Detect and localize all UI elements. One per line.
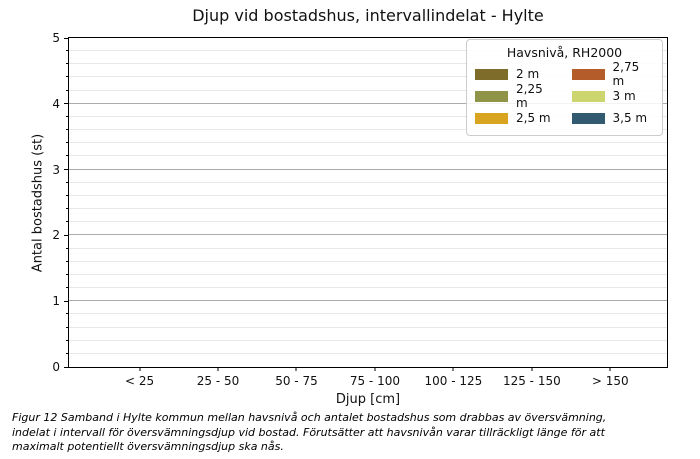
y-minor-tick: [66, 221, 69, 223]
minor-gridline: [69, 50, 667, 52]
minor-gridline: [69, 89, 667, 91]
y-minor-tick: [66, 260, 69, 262]
minor-gridline: [69, 194, 667, 196]
legend-swatch: [475, 68, 508, 80]
major-gridline: [69, 300, 667, 302]
y-minor-tick: [66, 247, 69, 249]
major-gridline: [69, 234, 667, 236]
y-minor-tick: [66, 89, 69, 91]
x-tick: [295, 367, 297, 371]
y-minor-tick: [66, 339, 69, 341]
legend-entry: 3 m: [571, 85, 655, 107]
legend-label: 2,25 m: [516, 82, 543, 110]
legend-label: 3 m: [612, 89, 636, 103]
minor-gridline: [69, 352, 667, 354]
y-minor-tick: [66, 155, 69, 157]
y-minor-tick: [66, 273, 69, 275]
minor-gridline: [69, 273, 667, 275]
legend-entry: 2,5 m: [475, 107, 558, 129]
minor-gridline: [69, 63, 667, 65]
y-minor-tick: [66, 142, 69, 144]
legend-swatch: [475, 112, 508, 124]
y-minor-tick: [66, 76, 69, 78]
x-axis-label: Djup [cm]: [335, 392, 401, 407]
chart-title: Djup vid bostadshus, intervallindelat - …: [192, 6, 544, 25]
legend-swatch: [571, 68, 605, 80]
legend-label: 2 m: [516, 67, 540, 81]
y-axis-label: Antal bostadshus (st): [30, 133, 46, 273]
x-tick-label: > 150: [591, 374, 629, 388]
legend-entry: 2,75 m: [571, 60, 655, 88]
x-tick: [609, 367, 611, 371]
minor-gridline: [69, 129, 667, 131]
minor-gridline: [69, 221, 667, 223]
legend-label: 2,75 m: [612, 60, 640, 88]
minor-gridline: [69, 142, 667, 144]
x-tick-label: 100 - 125: [424, 374, 483, 388]
minor-gridline: [69, 181, 667, 183]
y-minor-tick: [66, 194, 69, 196]
minor-gridline: [69, 339, 667, 341]
y-major-tick: [64, 234, 69, 236]
legend-swatch: [571, 112, 605, 124]
x-tick: [531, 367, 533, 371]
x-tick: [139, 367, 141, 371]
y-minor-tick: [66, 129, 69, 131]
y-minor-tick: [66, 50, 69, 52]
caption-line: Figur 12 Samband i Hylte kommun mellan h…: [12, 411, 607, 424]
minor-gridline: [69, 326, 667, 328]
y-minor-tick: [66, 326, 69, 328]
caption-line: maximalt potentiellt översvämningsdjup s…: [12, 440, 284, 454]
y-tick-label: 4: [52, 96, 60, 111]
y-minor-tick: [66, 352, 69, 354]
x-tick-label: 50 - 75: [275, 374, 318, 388]
y-major-tick: [64, 103, 69, 105]
x-tick: [452, 367, 454, 371]
figure-caption: Figur 12 Samband i Hylte kommun mellan h…: [12, 411, 688, 455]
y-tick-label: 3: [52, 162, 60, 177]
y-minor-tick: [66, 181, 69, 183]
y-minor-tick: [66, 313, 69, 315]
minor-gridline: [69, 155, 667, 157]
y-tick-label: 2: [52, 228, 60, 243]
legend-entry: 2,25 m: [475, 82, 558, 110]
x-tick-label: 125 - 150: [502, 374, 561, 388]
legend-label: 2,5 m: [516, 111, 551, 125]
x-tick-label: 75 - 100: [349, 374, 400, 388]
y-major-tick: [64, 37, 69, 39]
y-minor-tick: [66, 63, 69, 65]
x-tick-label: 25 - 50: [196, 374, 240, 388]
x-tick-label: < 25: [124, 374, 155, 388]
y-tick-label: 0: [52, 360, 60, 374]
minor-gridline: [69, 76, 667, 78]
y-tick-label: 5: [52, 31, 60, 45]
minor-gridline: [69, 287, 667, 289]
caption-line: indelat i intervall för översvämningsdju…: [12, 425, 605, 439]
minor-gridline: [69, 313, 667, 315]
legend-label: 3,5 m: [612, 111, 648, 125]
x-tick: [217, 367, 219, 371]
y-minor-tick: [66, 115, 69, 117]
legend-entry: 2 m: [475, 63, 558, 85]
legend-title: Havsnivå, RH2000: [506, 45, 623, 60]
y-major-tick: [64, 366, 69, 368]
minor-gridline: [69, 260, 667, 262]
y-minor-tick: [66, 287, 69, 289]
major-gridline: [69, 102, 667, 104]
x-tick: [374, 367, 376, 371]
minor-gridline: [69, 115, 667, 117]
minor-gridline: [69, 247, 667, 249]
y-tick-label: 1: [52, 294, 60, 309]
legend-swatch: [475, 90, 508, 102]
legend-swatch: [571, 90, 605, 102]
major-gridline: [69, 168, 667, 170]
legend-entry: 3,5 m: [571, 107, 655, 129]
y-minor-tick: [66, 208, 69, 210]
y-major-tick: [64, 169, 69, 171]
y-major-tick: [64, 300, 69, 302]
minor-gridline: [69, 208, 667, 210]
